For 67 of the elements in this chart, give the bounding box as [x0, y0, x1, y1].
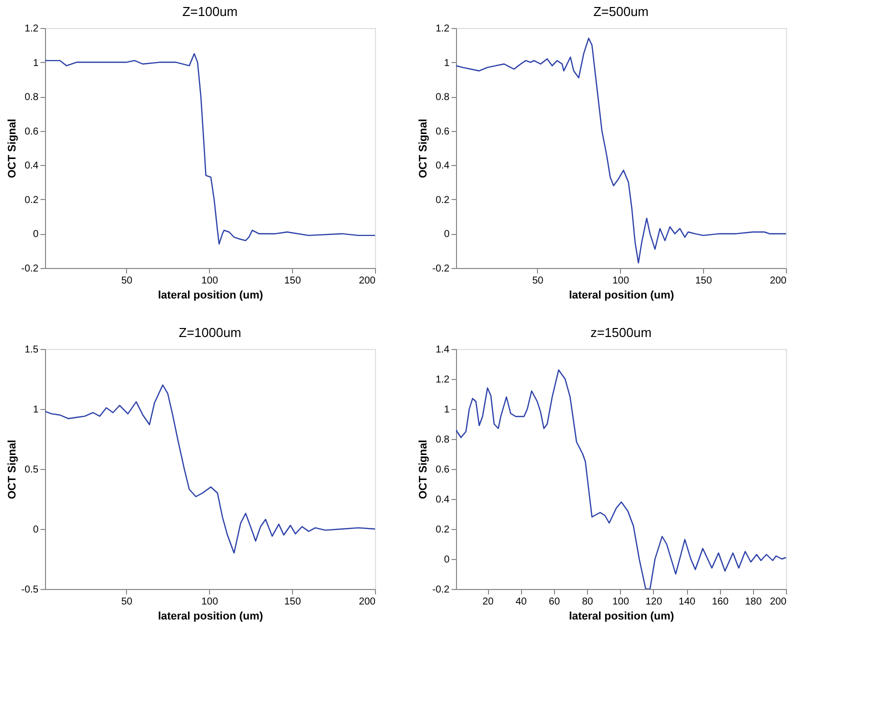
y-axis-title: OCT Signal	[417, 440, 430, 500]
x-tick-label: 180	[744, 596, 762, 608]
x-axis-title: lateral position (um)	[568, 610, 674, 622]
y-tick-label: 1.2	[24, 24, 39, 34]
y-tick-label: 1.5	[24, 344, 39, 356]
y-tick-label: 0.6	[436, 464, 450, 476]
y-tick-label: 1	[444, 404, 450, 416]
x-tick-label: 150	[284, 276, 302, 286]
x-tick-label: 200	[770, 276, 787, 286]
x-axis-title: lateral position (um)	[158, 610, 264, 622]
y-tick-label: 1.2	[436, 24, 450, 34]
y-tick-label: 1	[444, 58, 450, 69]
x-tick-label: 50	[532, 276, 544, 286]
x-tick-label: 20	[482, 596, 494, 608]
y-tick-label: 0.4	[24, 160, 39, 172]
y-tick-label: -0.5	[21, 584, 39, 596]
y-tick-label: 1	[32, 404, 39, 416]
x-axis-title: lateral position (um)	[568, 290, 674, 302]
chart-title: z=1500um	[590, 325, 652, 340]
y-tick-label: 0.8	[436, 92, 450, 104]
y-axis-title: OCT Signal	[6, 440, 18, 500]
y-axis-title: OCT Signal	[6, 118, 18, 178]
y-tick-label: 1.2	[436, 374, 450, 386]
chart-title: Z=100um	[182, 4, 238, 19]
line-series	[45, 53, 375, 245]
y-tick-label: 0	[444, 554, 450, 566]
line-series	[45, 384, 375, 554]
x-tick-label: 160	[712, 596, 729, 608]
chart-title: Z=500um	[593, 4, 649, 19]
x-tick-label: 100	[201, 276, 218, 286]
y-tick-label: 0.6	[24, 126, 39, 138]
y-tick-label: 0.6	[436, 126, 450, 138]
x-tick-label: 150	[284, 596, 302, 608]
y-tick-label: 0	[444, 229, 450, 240]
y-tick-label: 0	[32, 524, 39, 536]
y-tick-label: 0	[32, 229, 39, 240]
x-axis-title: lateral position (um)	[158, 290, 264, 302]
y-tick-label: -0.2	[432, 264, 450, 274]
y-axis-title: OCT Signal	[417, 118, 430, 178]
y-tick-label: 0.5	[24, 464, 39, 476]
x-tick-label: 150	[695, 276, 712, 286]
x-tick-label: 100	[201, 596, 218, 608]
x-tick-label: 200	[358, 276, 376, 286]
x-tick-label: 100	[612, 596, 630, 608]
x-tick-label: 100	[612, 276, 630, 286]
y-tick-label: 0.4	[436, 160, 450, 172]
y-tick-label: -0.2	[21, 264, 39, 274]
x-tick-label: 40	[516, 596, 528, 608]
y-tick-label: -0.2	[432, 584, 450, 596]
x-tick-label: 60	[548, 596, 560, 608]
x-tick-label: 50	[121, 596, 133, 608]
chart-title: Z=1000um	[178, 325, 242, 340]
x-tick-label: 80	[582, 596, 594, 608]
x-tick-label: 200	[770, 596, 787, 608]
x-tick-label: 140	[678, 596, 696, 608]
x-tick-label: 200	[358, 596, 376, 608]
y-tick-label: 0.2	[436, 194, 450, 206]
y-tick-label: 0.4	[436, 494, 450, 506]
y-tick-label: 0.8	[24, 92, 39, 104]
y-tick-label: 1	[32, 58, 39, 69]
x-tick-label: 120	[645, 596, 663, 608]
y-tick-label: 0.2	[24, 194, 39, 206]
y-tick-label: 1.4	[436, 344, 450, 356]
y-tick-label: 0.8	[436, 434, 450, 446]
x-tick-label: 50	[121, 276, 133, 286]
y-tick-label: 0.2	[436, 524, 450, 536]
line-series	[456, 38, 786, 264]
